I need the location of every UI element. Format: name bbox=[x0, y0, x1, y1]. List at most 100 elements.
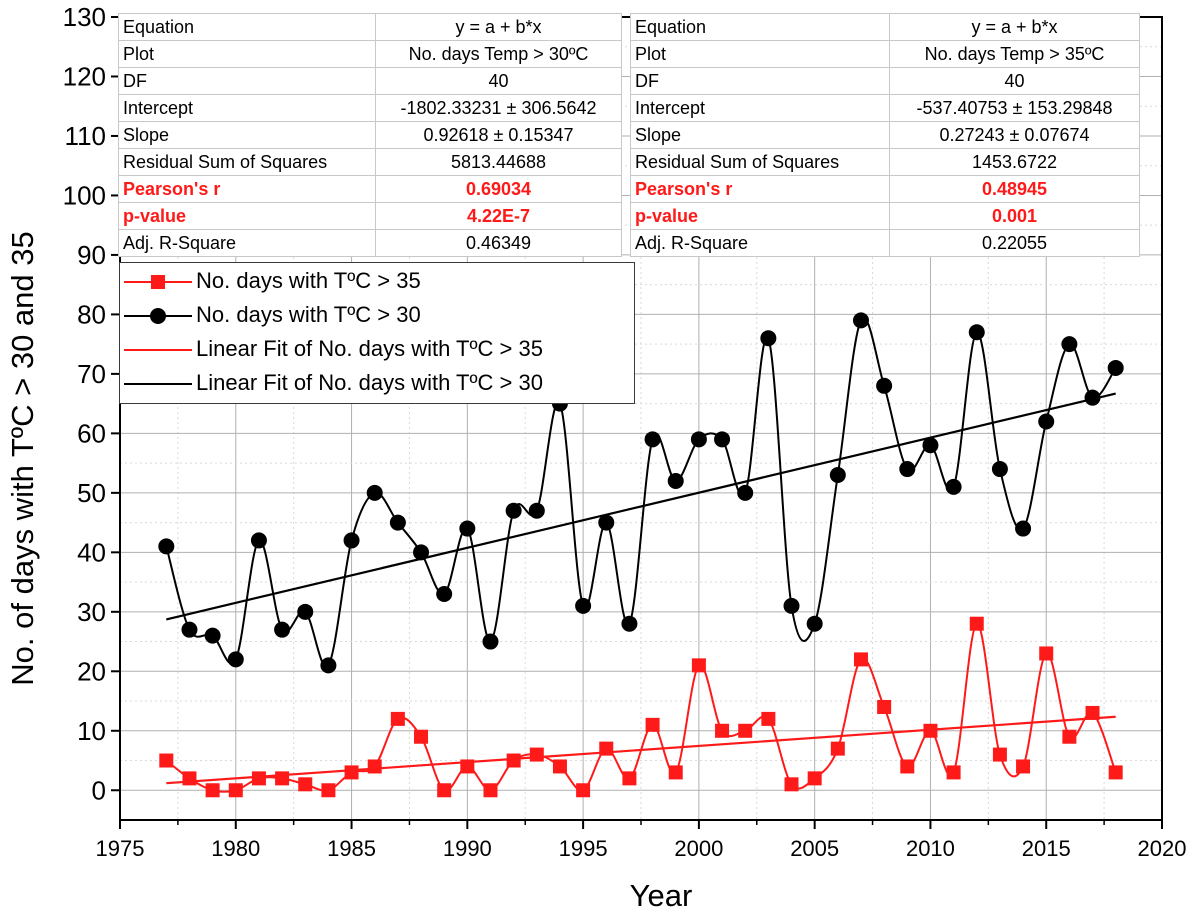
data-point-circle bbox=[1061, 336, 1078, 353]
stats-value: -1802.33231 ± 306.5642 bbox=[375, 94, 622, 122]
stats-table-35: Equation y = a + b*x Plot No. days Temp > 3… bbox=[630, 13, 1140, 257]
data-point-circle bbox=[389, 514, 406, 531]
data-point-square bbox=[784, 777, 799, 792]
data-point-square bbox=[877, 699, 892, 714]
stats-value: 1453.6722 bbox=[889, 148, 1140, 176]
stats-row: Plot No. days Temp > 30ºC bbox=[118, 40, 622, 68]
y-tick-label: 40 bbox=[77, 537, 106, 567]
data-point-circle bbox=[829, 467, 846, 484]
data-point-square bbox=[182, 771, 197, 786]
stats-value: No. days Temp > 35ºC bbox=[889, 40, 1140, 68]
stats-key: Residual Sum of Squares bbox=[118, 148, 376, 176]
stats-row: Intercept -537.40753 ± 153.29848 bbox=[630, 94, 1140, 122]
data-point-circle bbox=[806, 615, 823, 632]
stats-key: Equation bbox=[118, 13, 376, 41]
data-point-circle bbox=[1084, 389, 1101, 406]
stats-row: Intercept -1802.33231 ± 306.5642 bbox=[118, 94, 622, 122]
data-point-square bbox=[946, 765, 961, 780]
stats-key: Plot bbox=[630, 40, 890, 68]
data-point-circle bbox=[250, 532, 267, 549]
data-point-square bbox=[853, 652, 868, 667]
x-tick-label: 2010 bbox=[906, 836, 955, 861]
data-point-circle bbox=[227, 651, 244, 668]
stats-key: Adj. R-Square bbox=[630, 229, 890, 257]
data-point-circle bbox=[760, 330, 777, 347]
stats-row: DF 40 bbox=[630, 67, 1140, 95]
x-tick-label: 2020 bbox=[1138, 836, 1187, 861]
stats-value: 0.69034 bbox=[375, 175, 622, 203]
data-point-square bbox=[460, 759, 475, 774]
data-point-square bbox=[275, 771, 290, 786]
legend-label: No. days with TºC > 30 bbox=[196, 302, 421, 327]
stats-value: 5813.44688 bbox=[375, 148, 622, 176]
data-point-square bbox=[1016, 759, 1031, 774]
y-tick-label: 130 bbox=[63, 2, 106, 32]
stats-key: Adj. R-Square bbox=[118, 229, 376, 257]
stats-key: Plot bbox=[118, 40, 376, 68]
legend-swatch bbox=[124, 383, 192, 385]
x-tick-label: 1980 bbox=[211, 836, 260, 861]
data-point-square bbox=[830, 741, 845, 756]
data-point-circle bbox=[667, 472, 684, 489]
x-tick-label: 2005 bbox=[790, 836, 839, 861]
stats-value: 0.27243 ± 0.07674 bbox=[889, 121, 1140, 149]
data-point-circle bbox=[714, 431, 731, 448]
stats-value: 0.48945 bbox=[889, 175, 1140, 203]
y-tick-label: 120 bbox=[63, 61, 106, 91]
legend-label: No. days with TºC > 35 bbox=[196, 268, 421, 293]
stats-key: Intercept bbox=[630, 94, 890, 122]
data-point-square bbox=[205, 783, 220, 798]
stats-row: Plot No. days Temp > 35ºC bbox=[630, 40, 1140, 68]
y-tick-label: 70 bbox=[77, 359, 106, 389]
stats-row: Residual Sum of Squares 5813.44688 bbox=[118, 148, 622, 176]
stats-value: 0.92618 ± 0.15347 bbox=[375, 121, 622, 149]
data-point-square bbox=[761, 711, 776, 726]
data-point-circle bbox=[922, 437, 939, 454]
data-point-square bbox=[1085, 705, 1100, 720]
x-tick-label: 1995 bbox=[559, 836, 608, 861]
data-point-circle bbox=[297, 603, 314, 620]
y-tick-label: 90 bbox=[77, 240, 106, 270]
stats-value: 40 bbox=[889, 67, 1140, 95]
data-point-square bbox=[1108, 765, 1123, 780]
data-point-circle bbox=[945, 478, 962, 495]
stats-value: 0.001 bbox=[889, 202, 1140, 230]
data-point-circle bbox=[1038, 413, 1055, 430]
x-axis-title: Year bbox=[630, 878, 693, 913]
data-point-circle bbox=[621, 615, 638, 632]
y-tick-label: 100 bbox=[63, 180, 106, 210]
legend: No. days with TºC > 35 No. days with TºC … bbox=[119, 262, 635, 404]
data-point-circle bbox=[1015, 520, 1032, 537]
data-point-circle bbox=[320, 657, 337, 674]
legend-label: Linear Fit of No. days with TºC > 35 bbox=[196, 336, 543, 361]
data-point-circle bbox=[575, 597, 592, 614]
stats-row: Equation y = a + b*x bbox=[118, 13, 622, 41]
stats-row: p-value 4.22E-7 bbox=[118, 202, 622, 230]
data-point-circle bbox=[204, 627, 221, 644]
data-point-square bbox=[738, 723, 753, 738]
y-tick-label: 110 bbox=[65, 121, 106, 151]
data-point-circle bbox=[436, 585, 453, 602]
data-point-square bbox=[483, 783, 498, 798]
data-point-square bbox=[992, 747, 1007, 762]
legend-item: Linear Fit of No. days with TºC > 30 bbox=[120, 367, 634, 401]
stats-key: Equation bbox=[630, 13, 890, 41]
legend-item: No. days with TºC > 35 bbox=[120, 265, 634, 299]
stats-key: p-value bbox=[118, 202, 376, 230]
stats-key: DF bbox=[118, 67, 376, 95]
data-point-square bbox=[228, 783, 243, 798]
legend-item: No. days with TºC > 30 bbox=[120, 299, 634, 333]
data-point-square bbox=[529, 747, 544, 762]
data-point-square bbox=[923, 723, 938, 738]
stats-row: Adj. R-Square 0.22055 bbox=[630, 229, 1140, 257]
data-point-square bbox=[645, 717, 660, 732]
data-point-circle bbox=[482, 633, 499, 650]
data-point-square bbox=[321, 783, 336, 798]
data-point-circle bbox=[783, 597, 800, 614]
data-point-circle bbox=[598, 514, 615, 531]
legend-swatch bbox=[124, 349, 192, 351]
data-point-square bbox=[506, 753, 521, 768]
fit-line bbox=[166, 392, 1116, 621]
data-point-square bbox=[367, 759, 382, 774]
